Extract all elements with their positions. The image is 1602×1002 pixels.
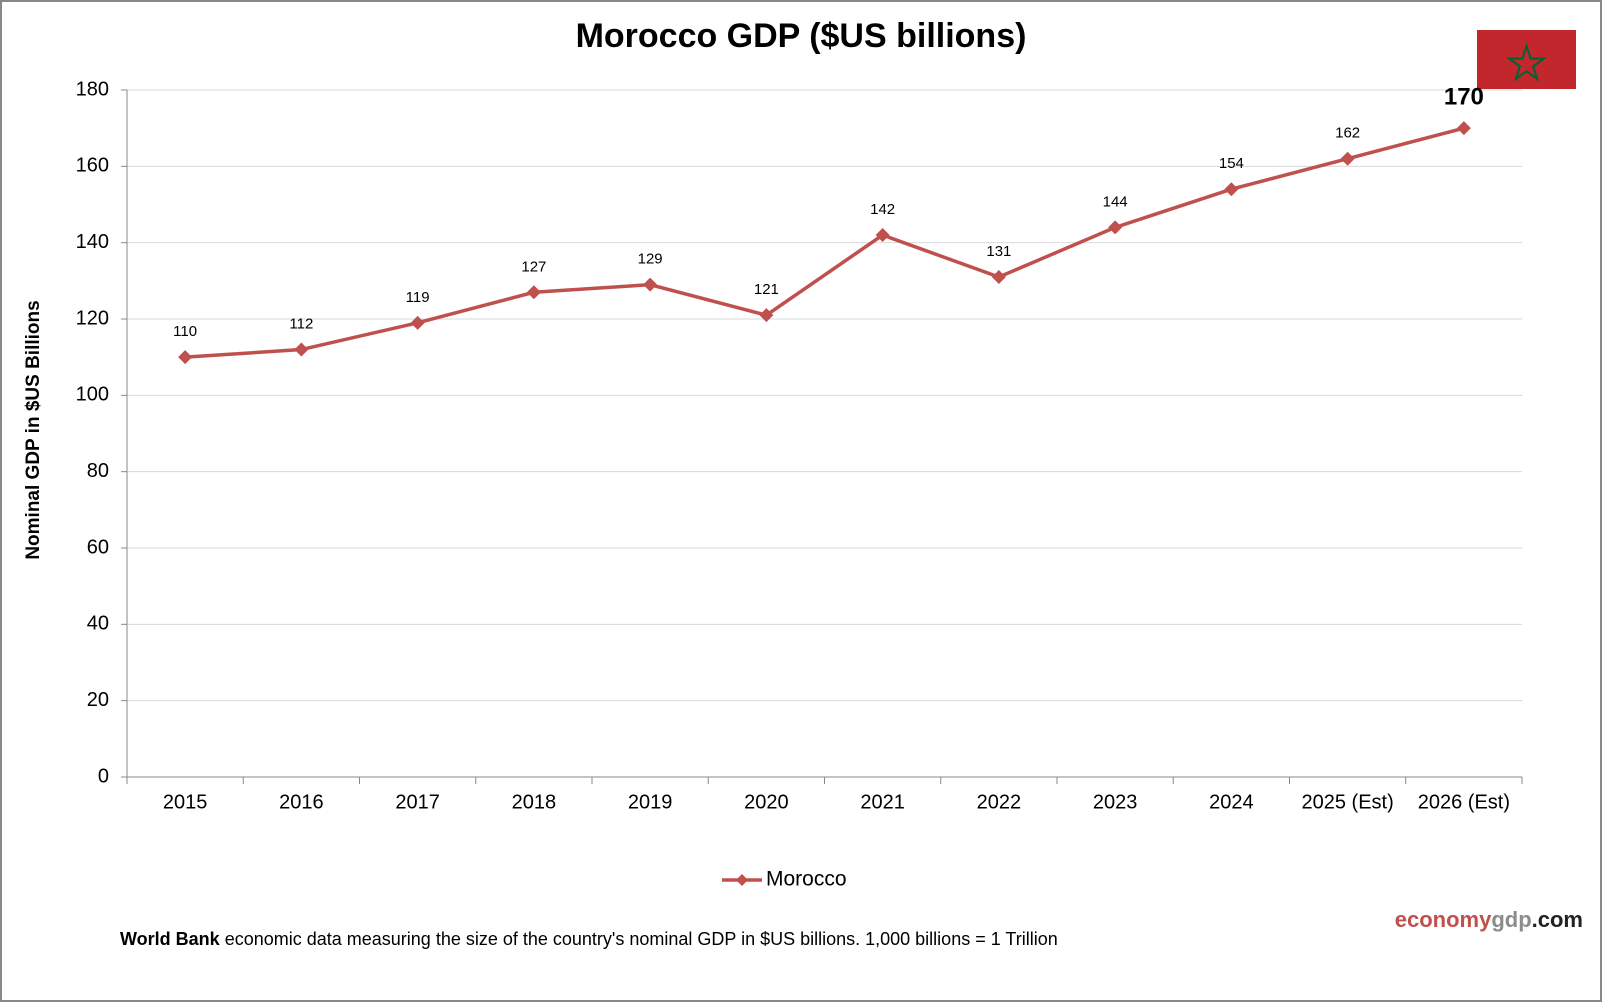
marker: [1340, 151, 1355, 166]
x-tick-label: 2022: [977, 791, 1022, 813]
data-label: 170: [1444, 84, 1484, 111]
x-tick-label: 2016: [279, 791, 324, 813]
data-label: 129: [638, 251, 663, 268]
line: [185, 126, 1465, 359]
marker: [294, 342, 309, 357]
footer-text: economic data measuring the size of the …: [225, 929, 1058, 949]
x-tick-label: 2023: [1093, 791, 1138, 813]
data-label: 142: [870, 201, 895, 218]
data-label: 154: [1219, 155, 1244, 172]
y-tick-label: 180: [76, 78, 109, 100]
y-tick-label: 60: [87, 536, 109, 558]
y-tick-label: 0: [98, 765, 109, 787]
data-label: 121: [754, 281, 779, 298]
brand: economygdp.com: [1395, 907, 1583, 932]
marker: [759, 308, 774, 323]
marker: [1456, 121, 1471, 136]
flag: [1477, 30, 1576, 89]
y-tick-label: 40: [87, 613, 109, 635]
y-tick-label: 100: [76, 384, 109, 406]
footer-source: World Bank: [120, 929, 221, 949]
y-tick-label: 160: [76, 155, 109, 177]
data-label: 131: [986, 243, 1011, 260]
x-tick-label: 2021: [860, 791, 905, 813]
marker: [526, 285, 541, 300]
data-label: 144: [1103, 193, 1128, 210]
brand-part: .com: [1532, 907, 1583, 932]
x-tick-label: 2015: [163, 791, 208, 813]
y-axis-title: Nominal GDP in $US Billions: [23, 300, 44, 559]
x-tick-label: 2020: [744, 791, 789, 813]
marker: [1224, 182, 1239, 197]
brand-part: economy: [1395, 907, 1492, 932]
x-tick-label: 2019: [628, 791, 673, 813]
x-tick-label: 2024: [1209, 791, 1254, 813]
marker: [643, 277, 658, 292]
y-tick-label: 120: [76, 307, 109, 329]
data-label: 127: [521, 258, 546, 275]
legend-label: Morocco: [766, 868, 847, 891]
data-label: 162: [1335, 125, 1360, 142]
brand-part: gdp: [1491, 907, 1531, 932]
marker: [991, 270, 1006, 285]
legend-marker: [736, 874, 748, 886]
x-tick-label: 2018: [512, 791, 557, 813]
x-tick-label: 2026 (Est): [1418, 791, 1510, 813]
y-tick-label: 20: [87, 689, 109, 711]
marker: [875, 228, 890, 243]
footer: World Bank economic data measuring the s…: [120, 929, 1058, 949]
marker: [410, 315, 425, 330]
marker: [1108, 220, 1123, 235]
data-label: 110: [173, 323, 197, 340]
data-label: 119: [406, 289, 430, 306]
data-label: 112: [289, 316, 313, 333]
y-tick-label: 140: [76, 231, 109, 253]
x-tick-label: 2017: [395, 791, 440, 813]
x-tick-label: 2025 (Est): [1301, 791, 1393, 813]
y-tick-label: 80: [87, 460, 109, 482]
chart-title: Morocco GDP ($US billions): [576, 17, 1027, 55]
marker: [178, 350, 193, 365]
